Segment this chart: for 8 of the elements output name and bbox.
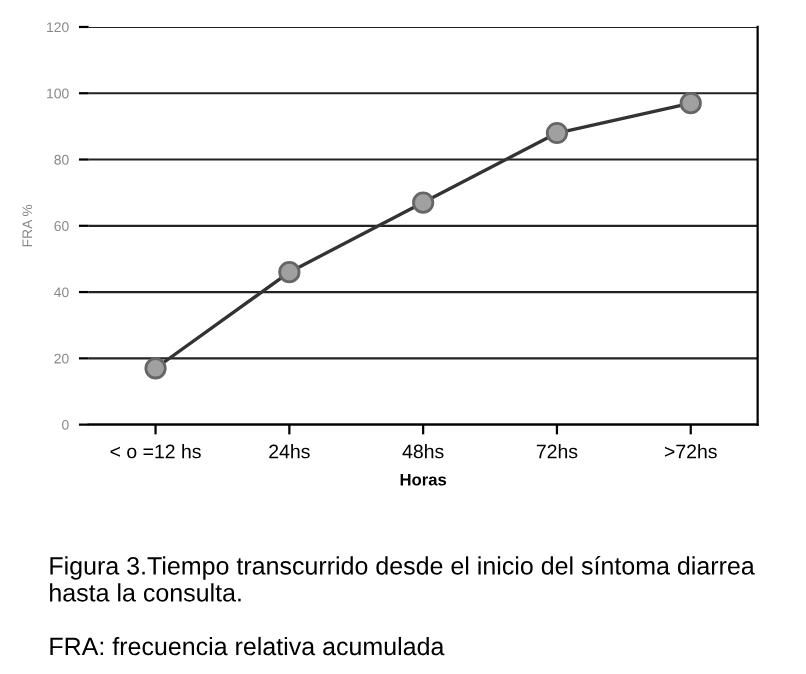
text: Figura 3.Tiempo transcurrido desde el inicio del síntoma diarrea hasta la consulta.	[50, 556, 755, 602]
x-tick-label: 24hs	[269, 444, 310, 459]
x-tick-label: < o =12 hs	[110, 444, 201, 459]
x-axis-title: Horas	[400, 473, 447, 486]
x-tick-label: >72hs	[664, 444, 717, 459]
x-tick-label: 72hs	[536, 444, 578, 459]
x-tick-label: 48hs	[402, 444, 444, 459]
text: FRA: frecuencia relativa acumulada	[50, 636, 445, 656]
